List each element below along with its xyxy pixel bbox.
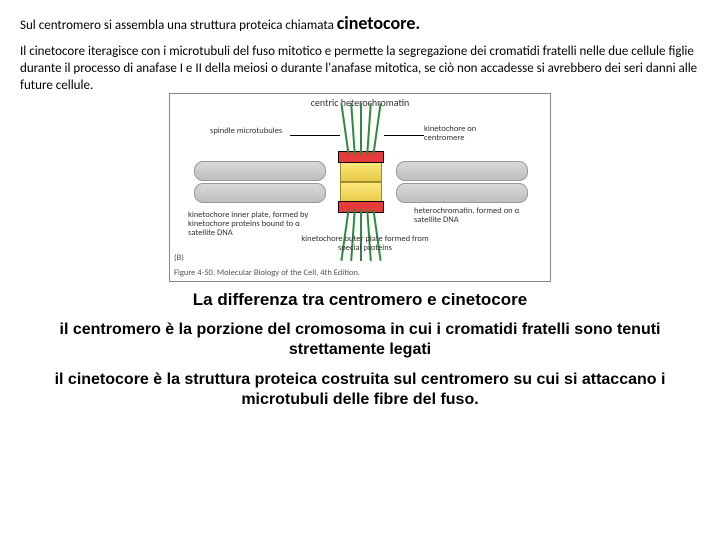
mt [340,103,349,155]
mt [360,103,362,155]
figure-wrap: centric heterochromatin [0,93,720,282]
label-inner: kinetochore inner plate, formed by kinet… [188,211,318,238]
definition-centromero: il centromero è la porzione del cromosom… [0,310,720,360]
paragraph-2: Il cinetocore iteragisce con i microtubu… [0,38,720,95]
heading-difference: La differenza tra centromero e cinetocor… [0,290,720,310]
chromatid-bot-left [194,183,326,203]
intro-prefix: Sul centromero si assembla una struttura… [20,18,337,33]
arrow [384,135,424,136]
chromatid-bot-right [396,183,528,203]
intro-line: Sul centromero si assembla una struttura… [0,0,720,38]
diagram-area: spindle microtubules kinetochore on cent… [170,111,550,251]
fig-caption: Figure 4-50. Molecular Biology of the Ce… [170,266,550,281]
mt [350,103,356,155]
kinetochore-figure: centric heterochromatin [169,93,551,282]
arrow [290,135,340,136]
chromatid-top-left [194,161,326,181]
chromatid-top-right [396,161,528,181]
mt [372,103,381,155]
mt [366,103,372,155]
intro-emph: cinetocore. [337,12,420,34]
label-hetero: heterochromatin, formed on α satellite D… [414,207,544,225]
label-spindle: spindle microtubules [210,127,290,136]
definition-cinetocore: il cinetocore è la struttura proteica co… [0,360,720,410]
label-kcore: kinetochore on centromere [424,125,514,143]
label-outer: kinetochore outer plate formed from spec… [290,235,440,253]
heterochromatin-top [340,160,382,182]
